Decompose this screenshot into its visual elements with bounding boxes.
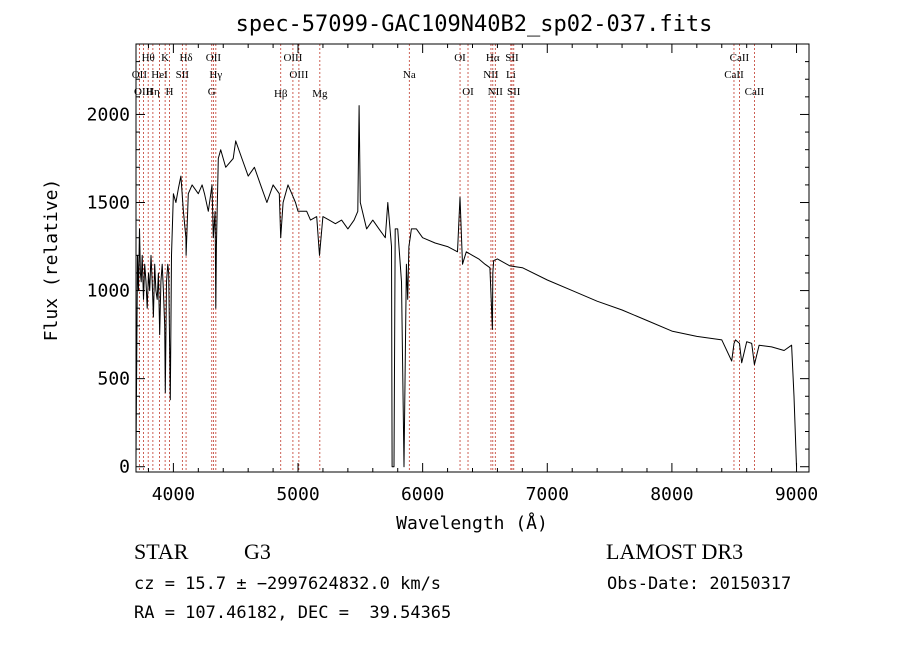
line-label-7: Hδ <box>179 52 192 64</box>
x-tick-label: 7000 <box>526 484 569 505</box>
line-label-16: Na <box>403 69 416 81</box>
y-tick-label: 1500 <box>87 193 130 214</box>
survey-name: LAMOST DR3 <box>606 539 744 564</box>
line-label-2: OIII <box>134 86 153 98</box>
y-tick-label: 500 <box>97 369 130 390</box>
line-label-22: SII <box>505 52 519 64</box>
line-label-5: K <box>161 52 169 64</box>
object-class: STAR <box>134 539 189 564</box>
x-tick-label: 5000 <box>276 484 319 505</box>
line-label-0: Hθ <box>142 52 155 64</box>
y-tick-label: 1000 <box>87 281 130 302</box>
line-label-23: Li <box>506 69 516 81</box>
object-subclass: G3 <box>244 539 271 564</box>
x-tick-label: 9000 <box>775 484 818 505</box>
line-label-9: OII <box>206 52 222 64</box>
plot-frame <box>135 43 810 473</box>
line-label-3: Hη <box>146 86 160 98</box>
x-tick-label: 8000 <box>650 484 693 505</box>
line-label-25: CaII <box>730 52 750 64</box>
line-label-4: HeI <box>151 69 168 81</box>
redshift-line: cz = 15.7 ± −2997624832.0 km/s <box>134 574 442 594</box>
x-tick-label: 6000 <box>401 484 444 505</box>
line-label-10: Hγ <box>209 69 222 81</box>
spectrum-line <box>135 105 797 468</box>
line-label-15: Mg <box>312 88 328 100</box>
line-label-8: SII <box>176 69 190 81</box>
line-label-6: H <box>165 86 173 98</box>
y-tick-label: 2000 <box>87 104 130 125</box>
x-axis-label: Wavelength (Å) <box>396 512 548 534</box>
line-label-20: NII <box>483 69 499 81</box>
y-axis-label: Flux (relative) <box>41 179 62 342</box>
line-label-13: OIII <box>283 52 302 64</box>
line-label-14: OIII <box>289 69 308 81</box>
line-label-17: OI <box>454 52 466 64</box>
spectral-line-markers <box>138 44 755 472</box>
line-label-21: NII <box>488 86 504 98</box>
line-label-19: Hα <box>486 52 500 64</box>
spectrum-series <box>135 105 797 468</box>
y-axis-ticks: 0 500 1000 1500 2000 <box>87 61 809 478</box>
x-axis-ticks: 4000 5000 6000 7000 8000 9000 <box>147 44 818 505</box>
x-tick-label: 4000 <box>152 484 195 505</box>
y-tick-label: 0 <box>119 457 130 478</box>
line-label-27: CaII <box>745 86 765 98</box>
line-label-18: OI <box>462 86 474 98</box>
obs-date: Obs-Date: 20150317 <box>607 574 792 594</box>
line-label-12: Hβ <box>274 88 288 100</box>
line-label-24: SII <box>507 86 521 98</box>
line-label-26: CaII <box>724 69 744 81</box>
line-label-11: G <box>208 86 216 98</box>
chart-title: spec-57099-GAC109N40B2_sp02-037.fits <box>236 12 713 37</box>
ra-dec: RA = 107.46182, DEC = 39.54365 <box>134 603 452 623</box>
